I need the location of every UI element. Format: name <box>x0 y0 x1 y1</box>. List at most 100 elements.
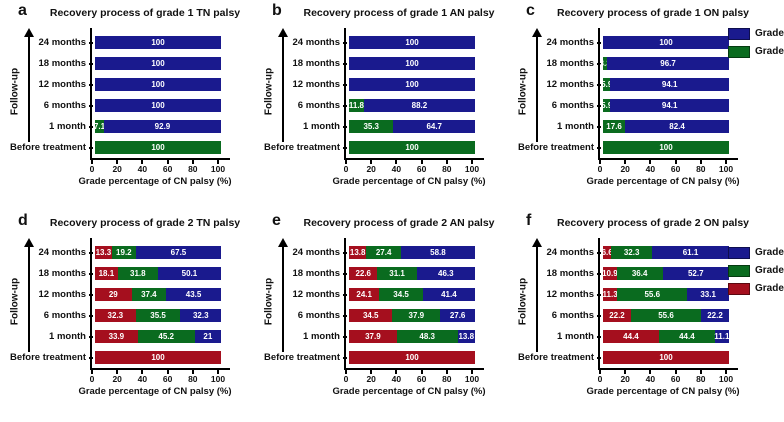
category-label: Before treatment <box>9 352 86 363</box>
bar-value-label: 100 <box>151 353 165 362</box>
bar-track: 100 <box>349 36 475 49</box>
bar-row: Before treatment 100 <box>262 347 475 368</box>
bar-value-label: 100 <box>151 80 165 89</box>
plot-area: Follow-up 24 months 13.3 19.2 67.5 18 months… <box>8 238 252 408</box>
x-tick-mark <box>624 160 627 164</box>
bar-value-label: 43.5 <box>185 290 202 299</box>
bar-value-label: 6.6 <box>601 248 613 257</box>
bar-track: 6.6 32.3 61.1 <box>601 246 729 259</box>
bar-row: 24 months 13.3 19.2 67.5 <box>8 242 221 263</box>
category-label: Before treatment <box>263 352 340 363</box>
bar-row: 6 months 22.2 55.6 22.2 <box>516 305 729 326</box>
y-axis-line <box>344 28 346 160</box>
bar-segment-grade2: 13.8 <box>349 246 367 259</box>
x-axis-ticks: 0 20 40 60 80 100 <box>90 160 225 176</box>
bar-segment-grade0: 64.7 <box>393 120 475 133</box>
legend-swatch-grade0 <box>728 27 750 40</box>
x-tick-label: 0 <box>343 374 349 384</box>
x-axis-title: Grade percentage of CN palsy (%) <box>586 176 740 187</box>
category-label: 6 months <box>551 100 594 111</box>
category-label: 24 months <box>292 247 340 258</box>
bars: 24 months 100 18 months 100 12 months 100 6 mo… <box>8 32 221 158</box>
category-label: 6 months <box>43 310 86 321</box>
bar-value-label: 100 <box>405 80 419 89</box>
bar-track: 100 <box>95 36 221 49</box>
chart-panel-f: f Recovery process of grade 2 ON palsy F… <box>516 212 760 414</box>
legend-item: Grade 1 <box>728 45 784 58</box>
bar-value-label: 35.5 <box>150 311 166 320</box>
bar-track: 100 <box>349 351 475 364</box>
bar-value-label: 18.1 <box>98 269 115 278</box>
bar-segment-grade0: 21 <box>194 330 222 343</box>
follow-up-arrow-line <box>536 36 538 142</box>
bar-track: 33.9 45.2 21 <box>95 330 222 343</box>
category-label: Before treatment <box>9 142 86 153</box>
bar-segment-grade0: 100 <box>349 57 475 70</box>
x-tick-label: 60 <box>162 164 173 174</box>
x-axis-line <box>598 158 738 160</box>
x-axis-line <box>598 368 738 370</box>
y-axis-line <box>90 238 92 370</box>
bar-segment-grade0: 32.3 <box>180 309 222 322</box>
bar-value-label: 22.2 <box>707 311 723 320</box>
bar-segment-grade0: 100 <box>349 78 475 91</box>
bar-row: 1 month 37.9 48.3 13.8 <box>262 326 475 347</box>
panel-letter: f <box>526 212 532 229</box>
x-tick-label: 0 <box>89 164 95 174</box>
x-tick-mark <box>674 370 677 374</box>
bar-segment-grade0: 100 <box>95 78 221 91</box>
x-tick-label: 80 <box>696 374 706 384</box>
bar-segment-grade1: 31.8 <box>117 267 158 280</box>
bar-track: 5.9 94.1 <box>601 78 729 91</box>
legend-swatch-grade0 <box>728 246 750 259</box>
x-tick-label: 0 <box>89 374 95 384</box>
bar-value-label: 33.1 <box>700 290 716 299</box>
bar-segment-grade1: 35.3 <box>349 120 394 133</box>
bar-value-label: 100 <box>151 59 165 68</box>
x-tick-mark <box>191 370 194 374</box>
bar-row: 6 months 5.9 94.1 <box>516 95 729 116</box>
bar-row: 1 month 44.4 44.4 11.1 <box>516 326 729 347</box>
x-tick-mark <box>116 160 119 164</box>
bar-value-label: 46.3 <box>438 269 454 278</box>
legend-label: Grade 0 <box>755 28 784 39</box>
x-tick-mark <box>624 370 627 374</box>
bar-value-label: 24.1 <box>356 290 372 299</box>
x-tick-label: 20 <box>112 374 122 384</box>
x-tick-label: 20 <box>620 374 630 384</box>
bar-segment-grade2: 13.3 <box>95 246 112 259</box>
x-axis-line <box>90 158 230 160</box>
bar-value-label: 100 <box>151 38 165 47</box>
bar-segment-grade1: 5.9 <box>601 78 613 91</box>
x-axis-ticks: 0 20 40 60 80 100 <box>598 160 733 176</box>
x-tick-label: 0 <box>597 374 603 384</box>
bar-value-label: 96.7 <box>660 59 676 68</box>
bar-value-label: 5.9 <box>601 80 613 89</box>
bar-track: 22.6 31.1 46.3 <box>349 267 475 280</box>
bar-track: 100 <box>95 141 221 154</box>
bar-segment-grade1: 34.5 <box>379 288 423 301</box>
x-tick-label: 80 <box>188 374 198 384</box>
bar-segment-grade2: 10.9 <box>602 267 618 280</box>
bar-value-label: 100 <box>659 38 673 47</box>
bar-segment-grade0: 100 <box>603 36 729 49</box>
bar-row: 1 month 33.9 45.2 21 <box>8 326 222 347</box>
bar-value-label: 19.2 <box>116 248 132 257</box>
bar-track: 100 <box>603 141 729 154</box>
category-label: 24 months <box>38 37 86 48</box>
x-tick-mark <box>91 160 93 164</box>
follow-up-arrow-icon <box>24 238 34 247</box>
bar-row: Before treatment 100 <box>516 347 729 368</box>
chart-title: Recovery process of grade 1 ON palsy <box>557 7 749 19</box>
category-label: 12 months <box>292 289 340 300</box>
x-axis-title: Grade percentage of CN palsy (%) <box>78 386 232 397</box>
bar-value-label: 37.9 <box>408 311 425 320</box>
category-label: 12 months <box>38 79 86 90</box>
x-tick-mark <box>471 370 473 374</box>
bar-segment-grade0: 67.5 <box>135 246 221 259</box>
follow-up-arrow-line <box>282 246 284 352</box>
category-label: 18 months <box>38 268 86 279</box>
bar-segment-grade0: 94.1 <box>610 78 729 91</box>
bar-track: 29 37.4 43.5 <box>95 288 221 301</box>
